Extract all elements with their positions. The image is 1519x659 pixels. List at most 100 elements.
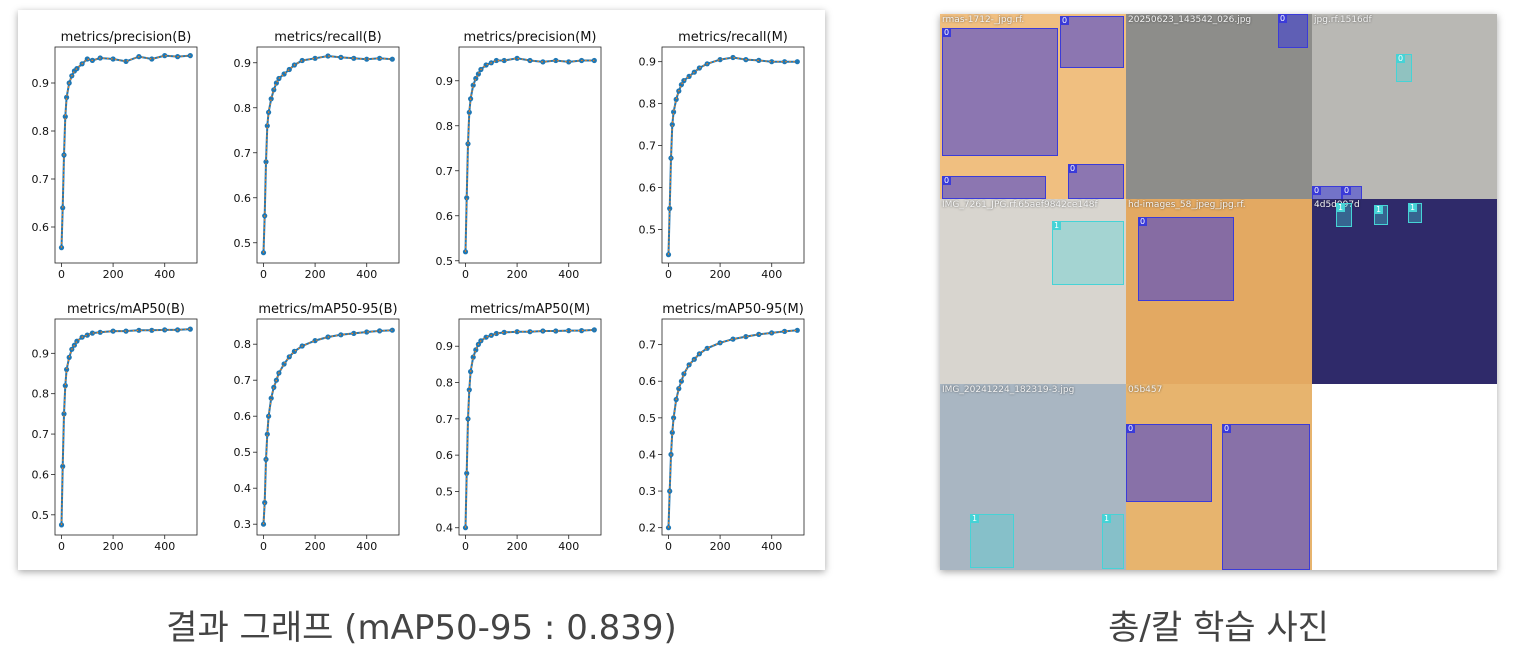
data-point <box>66 354 72 360</box>
image-filename: IMG_20241224_182319-3.jpg <box>942 385 1075 395</box>
data-point <box>84 56 90 62</box>
data-point <box>493 330 499 337</box>
plot-frame <box>54 46 198 264</box>
image-filename: 05b457 <box>1128 385 1163 395</box>
x-tick-label: 400 <box>154 268 175 281</box>
x-tick-label: 400 <box>154 540 175 553</box>
data-point <box>110 56 116 62</box>
x-tick-label: 400 <box>761 540 782 553</box>
chart-title: metrics/recall(B) <box>274 30 381 45</box>
x-tick-label: 200 <box>103 540 124 553</box>
y-tick-label: 0.6 <box>436 449 454 462</box>
y-tick-label: 0.9 <box>639 56 657 69</box>
data-point <box>364 329 370 335</box>
data-point <box>312 55 318 61</box>
gun-bounding-box: 0 <box>1342 186 1362 199</box>
knife-bounding-box: 1 <box>1336 203 1352 227</box>
data-point <box>566 328 572 334</box>
training-image-7: IMG_20241224_182319-3.jpg 1 1 <box>940 384 1126 570</box>
x-tick-label: 0 <box>665 540 672 553</box>
y-tick-label: 0.5 <box>32 509 50 522</box>
data-point <box>286 66 292 73</box>
results-charts: metrics/precision(B) 0 200 400 0.6 0.7 0.8 0.9 m… <box>32 30 805 553</box>
data-point <box>263 159 269 165</box>
training-images-caption: 총/칼 학습 사진 <box>1108 608 1329 648</box>
data-point <box>60 205 66 211</box>
data-point <box>149 56 155 62</box>
y-tick-label: 0.6 <box>32 468 50 481</box>
class-label: 1 <box>1336 203 1346 212</box>
x-tick-label: 400 <box>558 540 579 553</box>
training-image-8: 05b457 0 0 <box>1126 384 1312 570</box>
data-point <box>464 470 470 476</box>
data-point <box>286 354 292 360</box>
y-tick-label: 0.9 <box>436 75 454 88</box>
plot-frame <box>661 46 805 264</box>
data-point <box>696 65 703 71</box>
data-point <box>62 383 68 389</box>
data-point <box>743 334 749 340</box>
data-point <box>591 57 597 64</box>
data-point <box>271 87 277 93</box>
knife-bounding-box: 0 <box>1396 54 1412 82</box>
class-label: 0 <box>1396 54 1406 63</box>
data-point <box>273 80 279 86</box>
data-point <box>351 55 357 61</box>
y-tick-label: 0.6 <box>32 221 50 234</box>
data-point <box>64 94 70 100</box>
data-point <box>74 66 80 72</box>
smooth-line <box>464 329 595 528</box>
smooth-line <box>464 57 595 252</box>
y-tick-label: 0.5 <box>639 412 657 425</box>
chart-8: metrics/mAP50-95(M) 0 200 400 0.2 0.3 0.4 0.5 0.… <box>639 302 805 553</box>
y-tick-label: 0.8 <box>436 120 454 133</box>
data-point <box>364 56 370 62</box>
chart-title: metrics/precision(B) <box>61 30 192 45</box>
data-point <box>466 109 472 115</box>
knife-bounding-box: 1 <box>1102 514 1124 569</box>
chart-title: metrics/mAP50(M) <box>470 302 590 317</box>
data-point <box>501 329 507 335</box>
gun-bounding-box: 0 <box>1060 16 1124 68</box>
chart-title: metrics/precision(M) <box>463 30 596 45</box>
y-tick-label: 0.8 <box>639 98 657 111</box>
data-point <box>671 109 677 115</box>
class-label: 0 <box>1126 424 1136 433</box>
plot-frame <box>256 46 400 264</box>
plot-frame <box>458 318 602 536</box>
data-point <box>553 328 559 334</box>
y-tick-label: 0.5 <box>436 255 454 268</box>
data-point <box>566 59 572 65</box>
knife-bounding-box: 1 <box>1052 221 1124 285</box>
class-label: 0 <box>1222 424 1232 433</box>
y-tick-label: 0.8 <box>234 338 252 351</box>
training-image-4: IMG_7261_JPG.rf.65aef9842ce148f 1 <box>940 199 1126 384</box>
gun-bounding-box: 0 <box>1222 424 1310 570</box>
data-point <box>351 330 357 336</box>
data-point <box>493 57 499 64</box>
data-point <box>462 525 469 531</box>
class-label: 1 <box>1408 203 1418 212</box>
data-point <box>89 330 95 336</box>
chart-title: metrics/mAP50-95(M) <box>662 302 804 317</box>
data-point <box>671 415 677 421</box>
x-tick-label: 0 <box>58 268 65 281</box>
smooth-line <box>667 56 798 255</box>
y-tick-label: 0.7 <box>639 339 657 352</box>
chart-6: metrics/mAP50-95(B) 0 200 400 0.3 0.4 0.5 0.6 0.… <box>234 302 400 553</box>
results-graph-caption: 결과 그래프 (mAP50-95 : 0.839) <box>166 608 677 648</box>
class-label: 0 <box>942 28 952 37</box>
data-point <box>60 463 66 469</box>
y-tick-label: 0.5 <box>436 485 454 498</box>
y-tick-label: 0.7 <box>234 147 252 160</box>
image-filename: 20250623_143542_026.jpg <box>1128 15 1252 25</box>
knife-bounding-box: 1 <box>1408 203 1422 223</box>
data-point <box>97 329 103 335</box>
data-point <box>187 326 193 332</box>
y-tick-label: 0.8 <box>32 125 50 138</box>
data-point <box>673 96 679 102</box>
data-point <box>62 114 68 120</box>
data-point <box>665 525 672 531</box>
x-tick-label: 0 <box>260 540 267 553</box>
data-point <box>769 59 775 65</box>
